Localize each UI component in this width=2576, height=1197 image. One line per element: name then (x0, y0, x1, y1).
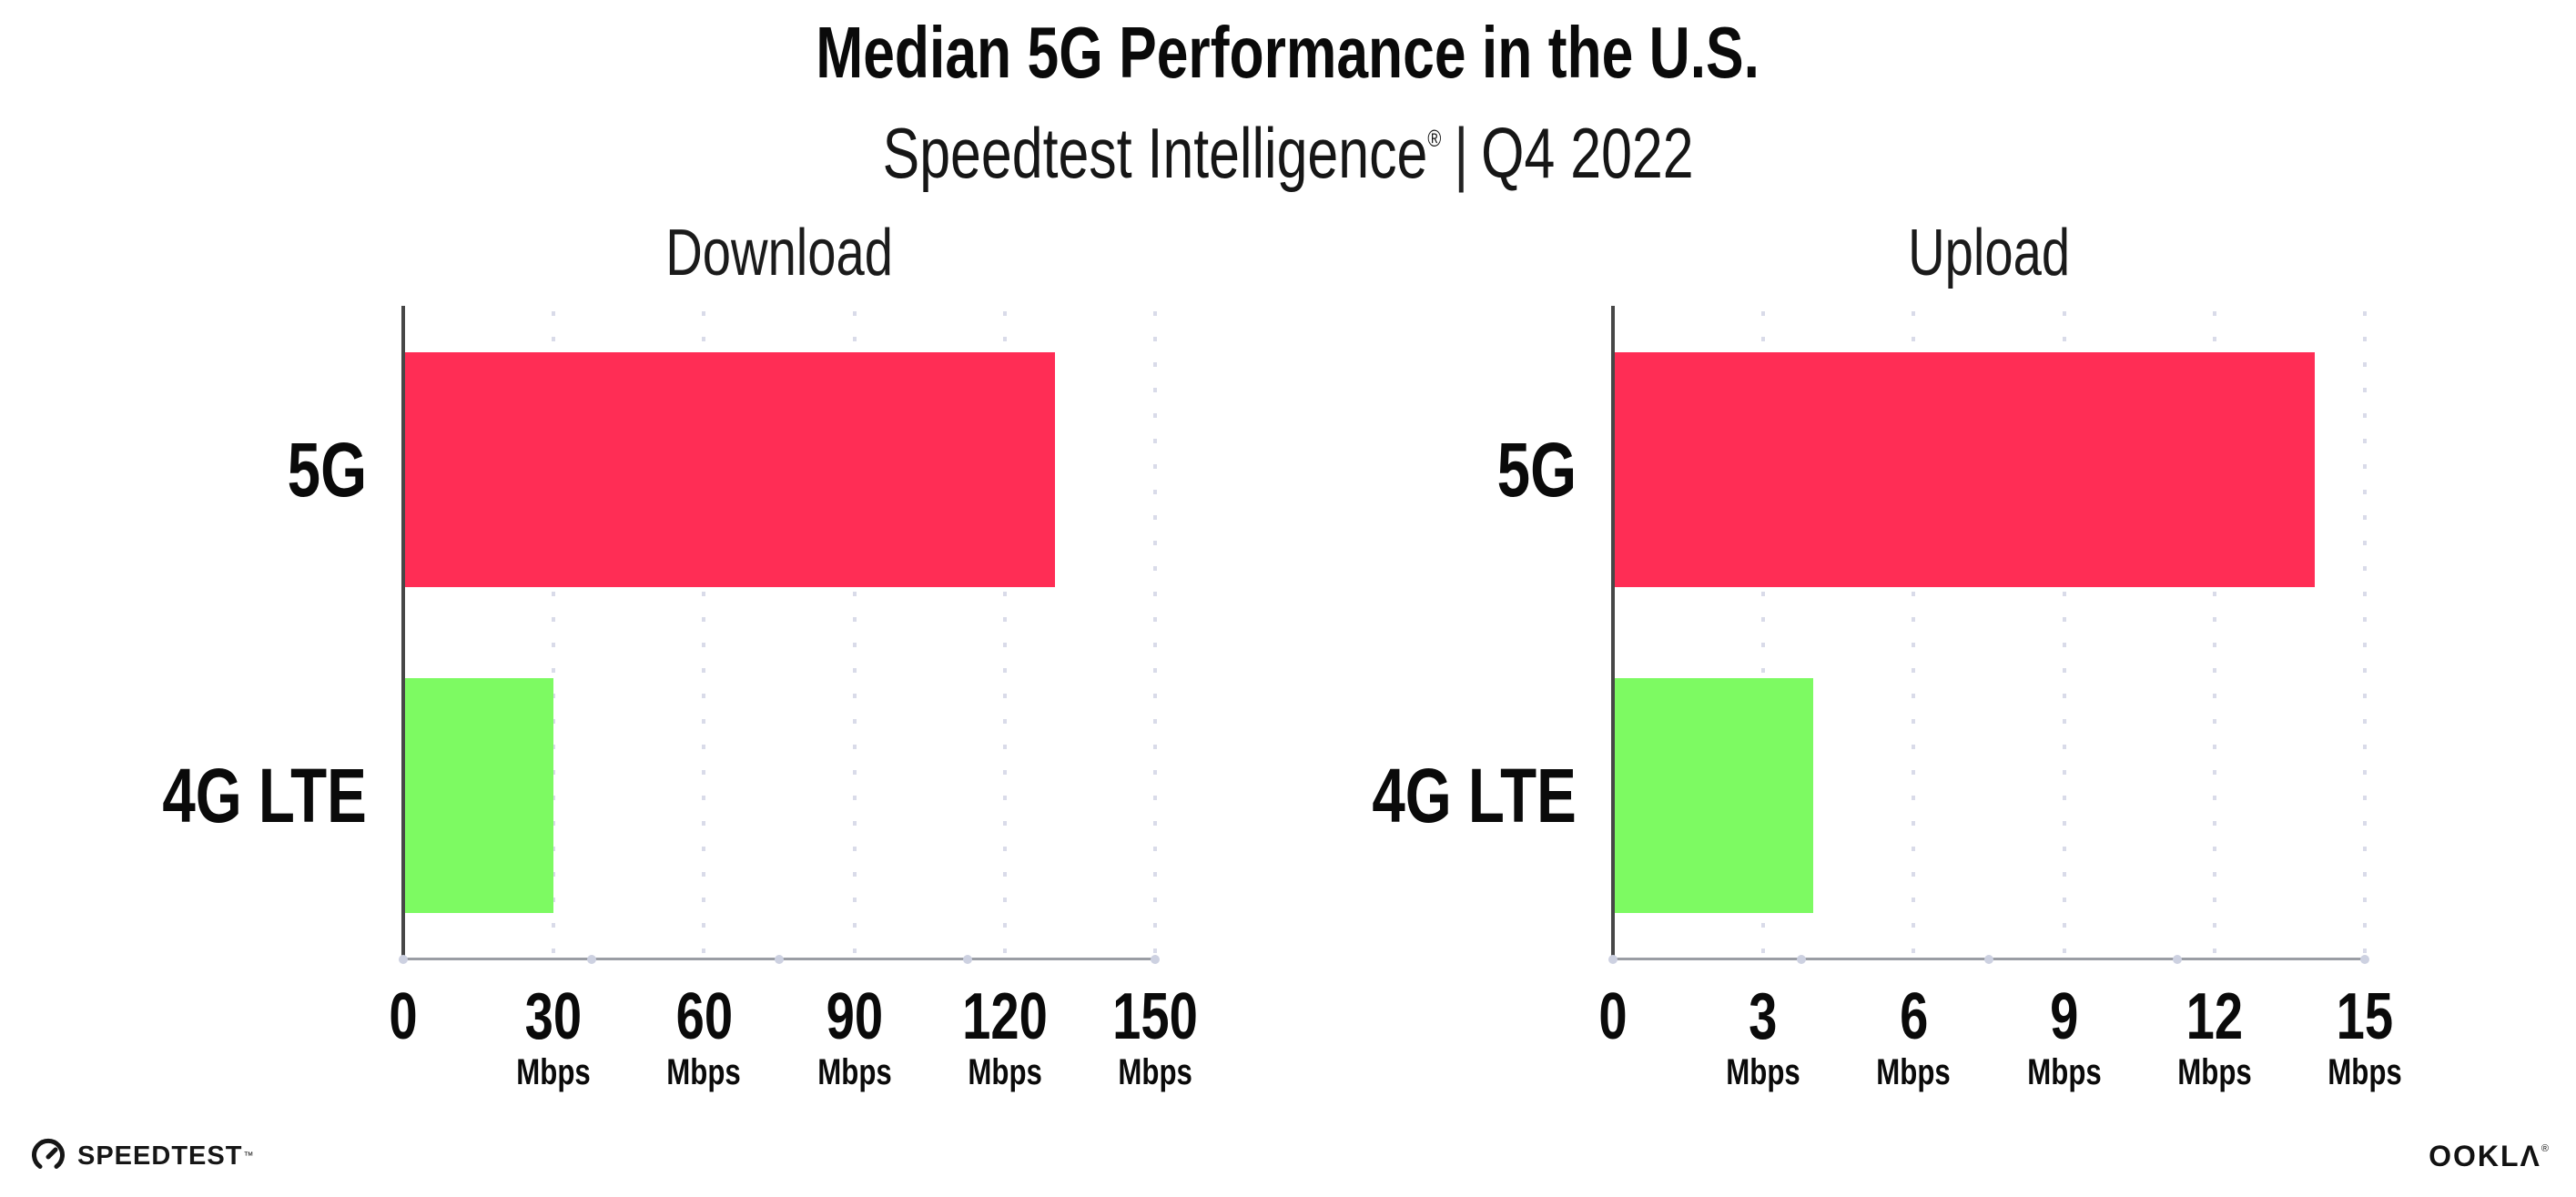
x-tick-120: 120 Mbps (950, 984, 1060, 1093)
x-tick-12: 12 Mbps (2167, 984, 2262, 1093)
axis-tick-dot (1608, 955, 1618, 964)
bar-4g-lte-download (403, 678, 554, 913)
x-tick-150: 150 Mbps (1100, 984, 1210, 1093)
x-tick-60: 60 Mbps (656, 984, 751, 1093)
x-tick-30: 30 Mbps (506, 984, 601, 1093)
x-tick-value: 120 (961, 980, 1048, 1053)
x-tick-unit: Mbps (666, 1052, 742, 1092)
chart-upload: Upload 0 3 Mbps 6 Mbps 9 Mbps 12 Mbps 15 Mbps 5G 4G … (1373, 217, 2402, 1092)
axis-tick-dot (399, 955, 408, 964)
x-tick-value: 6 (1899, 980, 1929, 1053)
x-tick-value: 15 (2336, 980, 2394, 1053)
category-label-4g-lte: 4G LTE (162, 753, 367, 838)
x-tick-value: 9 (2049, 980, 2079, 1053)
axis-tick-dot (2172, 955, 2182, 964)
chart-title-upload: Upload (1908, 217, 2070, 289)
x-tick-value: 60 (675, 980, 733, 1053)
page-title-text: Median 5G Performance in the U.S. (816, 12, 1760, 93)
axis-tick-dot (962, 955, 972, 964)
chart-download: Download 0 30 Mbps 60 Mbps 90 Mbps 120 Mbps 150 Mb… (163, 217, 1198, 1092)
axis-tick-dot (1151, 955, 1160, 964)
x-tick-0: 0 (1595, 984, 1631, 1050)
y-axis-line (1611, 306, 1615, 959)
x-tick-value: 150 (1112, 980, 1198, 1053)
x-tick-0: 0 (385, 984, 421, 1050)
plot-area-upload (1608, 306, 2369, 964)
x-tick-unit: Mbps (1876, 1052, 1952, 1092)
plot-area-download (399, 306, 1160, 964)
ookla-wordmark: OOKLΛ (2429, 1140, 2541, 1172)
chart-title-download: Download (665, 217, 893, 289)
speedtest-gauge-icon (32, 1138, 65, 1169)
category-label-4g-lte: 4G LTE (1372, 753, 1577, 838)
subtitle-brand: Speedtest Intelligence (882, 113, 1428, 193)
x-tick-unit: Mbps (968, 1052, 1042, 1092)
x-tick-value: 0 (389, 980, 418, 1053)
axis-tick-dot (775, 955, 784, 964)
gridline-120 (1002, 306, 1007, 959)
gridline-6 (1912, 306, 1916, 959)
x-tick-unit: Mbps (816, 1052, 892, 1092)
x-tick-unit: Mbps (2177, 1052, 2252, 1092)
speedtest-logo: SPEEDTEST ™ (30, 1138, 253, 1174)
x-tick-unit: Mbps (2328, 1052, 2402, 1092)
bar-5g-download (403, 352, 1055, 587)
gridline-3 (1761, 306, 1766, 959)
x-tick-unit: Mbps (1726, 1052, 1800, 1092)
x-tick-value: 12 (2186, 980, 2244, 1053)
x-tick-value: 30 (524, 980, 583, 1053)
axis-tick-dot (586, 955, 596, 964)
x-tick-3: 3 Mbps (1716, 984, 1810, 1093)
gridline-90 (852, 306, 857, 959)
gridline-9 (2062, 306, 2066, 959)
x-tick-value: 90 (826, 980, 883, 1053)
ookla-registered: ® (2541, 1143, 2549, 1154)
gridline-150 (1153, 306, 1157, 959)
axis-tick-dot (1984, 955, 1993, 964)
gridline-60 (702, 306, 706, 959)
x-tick-value: 0 (1598, 980, 1628, 1053)
speedtest-trademark: ™ (243, 1151, 254, 1161)
gridline-15 (2363, 306, 2367, 959)
axis-tick-dot (1796, 955, 1806, 964)
x-tick-value: 3 (1749, 980, 1778, 1053)
page-title: Median 5G Performance in the U.S. (0, 15, 2576, 91)
y-axis-line (401, 306, 405, 959)
category-label-5g: 5G (287, 427, 367, 512)
x-tick-unit: Mbps (1118, 1052, 1192, 1092)
x-tick-unit: Mbps (516, 1052, 591, 1092)
axis-tick-dot (2360, 955, 2369, 964)
page-subtitle: Speedtest Intelligence® | Q4 2022 (0, 100, 2576, 191)
x-tick-6: 6 Mbps (1866, 984, 1961, 1093)
speedtest-wordmark: SPEEDTEST (77, 1141, 243, 1171)
bar-4g-lte-upload (1613, 678, 1814, 913)
x-tick-90: 90 Mbps (806, 984, 901, 1093)
gridline-12 (2212, 306, 2216, 959)
subtitle-separator: | (1454, 113, 1469, 193)
category-label-5g: 5G (1496, 427, 1577, 512)
registered-mark: ® (1427, 125, 1442, 152)
x-tick-9: 9 Mbps (2016, 984, 2111, 1093)
x-tick-unit: Mbps (2026, 1052, 2102, 1092)
gridline-30 (552, 306, 556, 959)
bar-5g-upload (1613, 352, 2315, 587)
ookla-logo: OOKLΛ® (2429, 1140, 2549, 1173)
x-tick-15: 15 Mbps (2317, 984, 2412, 1093)
subtitle-period: Q4 2022 (1481, 113, 1694, 193)
